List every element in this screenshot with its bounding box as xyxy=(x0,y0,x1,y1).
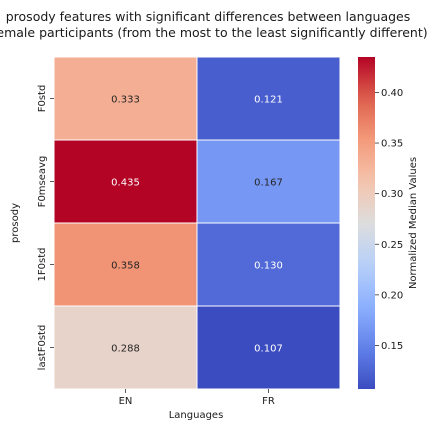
x-axis: EN FR xyxy=(119,389,275,407)
x-tick-label: FR xyxy=(262,396,275,407)
heatmap-cell-value: 0.358 xyxy=(111,261,140,272)
colorbar-label: Normalized Median Values xyxy=(408,157,419,289)
chart-title-line-1: prosody features with significant differ… xyxy=(5,9,411,24)
colorbar-tick-label: 0.25 xyxy=(381,240,403,251)
heatmap-cell xyxy=(196,139,341,224)
y-axis: F0std F0mseavg 1F0std lastF0std xyxy=(37,85,54,371)
heatmap-cell-value: 0.333 xyxy=(111,95,140,106)
y-axis-label: prosody xyxy=(10,203,21,243)
y-tick-label: 1F0std xyxy=(37,248,48,282)
heatmap-cell xyxy=(53,139,198,224)
y-tick-label: F0std xyxy=(37,85,48,113)
heatmap-cell-value: 0.288 xyxy=(111,344,140,355)
x-tick-label: EN xyxy=(119,396,133,407)
y-tick-label: lastF0std xyxy=(37,325,48,371)
heatmap-cell xyxy=(196,222,341,307)
heatmap-cells xyxy=(53,56,341,390)
heatmap-cell xyxy=(53,56,198,141)
heatmap-cell-value: 0.107 xyxy=(254,344,283,355)
heatmap-cell xyxy=(53,222,198,307)
colorbar-tick-label: 0.30 xyxy=(381,189,403,200)
heatmap-cell xyxy=(196,56,341,141)
heatmap-cell-value: 0.167 xyxy=(254,178,283,189)
heatmap-cell xyxy=(53,305,198,390)
heatmap-cell-value: 0.130 xyxy=(254,261,283,272)
heatmap-cell-value: 0.121 xyxy=(254,95,283,106)
colorbar-gradient xyxy=(358,57,375,389)
chart-title-line-2: female participants (from the most to th… xyxy=(0,25,428,40)
colorbar-tick-label: 0.35 xyxy=(381,139,403,150)
heatmap-cell-labels: 0.333 0.121 0.435 0.167 0.358 0.130 0.288 0.107 xyxy=(111,95,283,355)
colorbar: 0.15 0.20 0.25 0.30 0.35 0.40 xyxy=(358,57,403,389)
colorbar-tick-label: 0.15 xyxy=(381,341,403,352)
colorbar-tick-label: 0.20 xyxy=(381,290,403,301)
y-tick-label: F0mseavg xyxy=(37,156,48,208)
colorbar-tick-label: 0.40 xyxy=(381,88,403,99)
x-axis-label: Languages xyxy=(169,410,224,421)
heatmap-cell-value: 0.435 xyxy=(111,178,140,189)
